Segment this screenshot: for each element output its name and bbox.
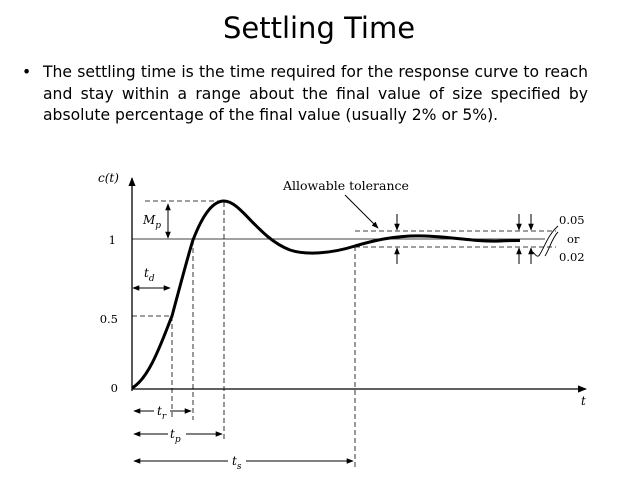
tolerance-label-upper: 0.05 [559, 213, 585, 227]
tolerance-label-leader [532, 225, 559, 257]
bullet-dot: • [22, 63, 32, 81]
y-tick-label-1: 1 [109, 233, 116, 247]
y-axis-label: c(t) [98, 171, 119, 185]
tolerance-label-middle: or [567, 232, 580, 246]
response-curve [131, 199, 521, 390]
ts-label: ts [232, 454, 242, 472]
x-axis-label: t [581, 394, 586, 408]
mp-label: Mp [142, 213, 161, 231]
y-tick-label-0.5: 0.5 [100, 312, 118, 326]
bullet-item: • The settling time is the time required… [22, 62, 588, 127]
tp-label: tp [170, 427, 181, 445]
slide-title: Settling Time [222, 11, 416, 45]
tr-label: tr [157, 404, 167, 422]
allowable-tolerance-pointer [344, 194, 379, 229]
tolerance-label-lower: 0.02 [559, 250, 585, 264]
y-tick-label-0: 0 [111, 381, 118, 395]
bullet-text: The settling time is the time required f… [43, 63, 588, 124]
allowable-tolerance-label: Allowable tolerance [282, 178, 409, 193]
tolerance-label-leader-2 [544, 231, 559, 257]
td-label: td [144, 266, 155, 284]
